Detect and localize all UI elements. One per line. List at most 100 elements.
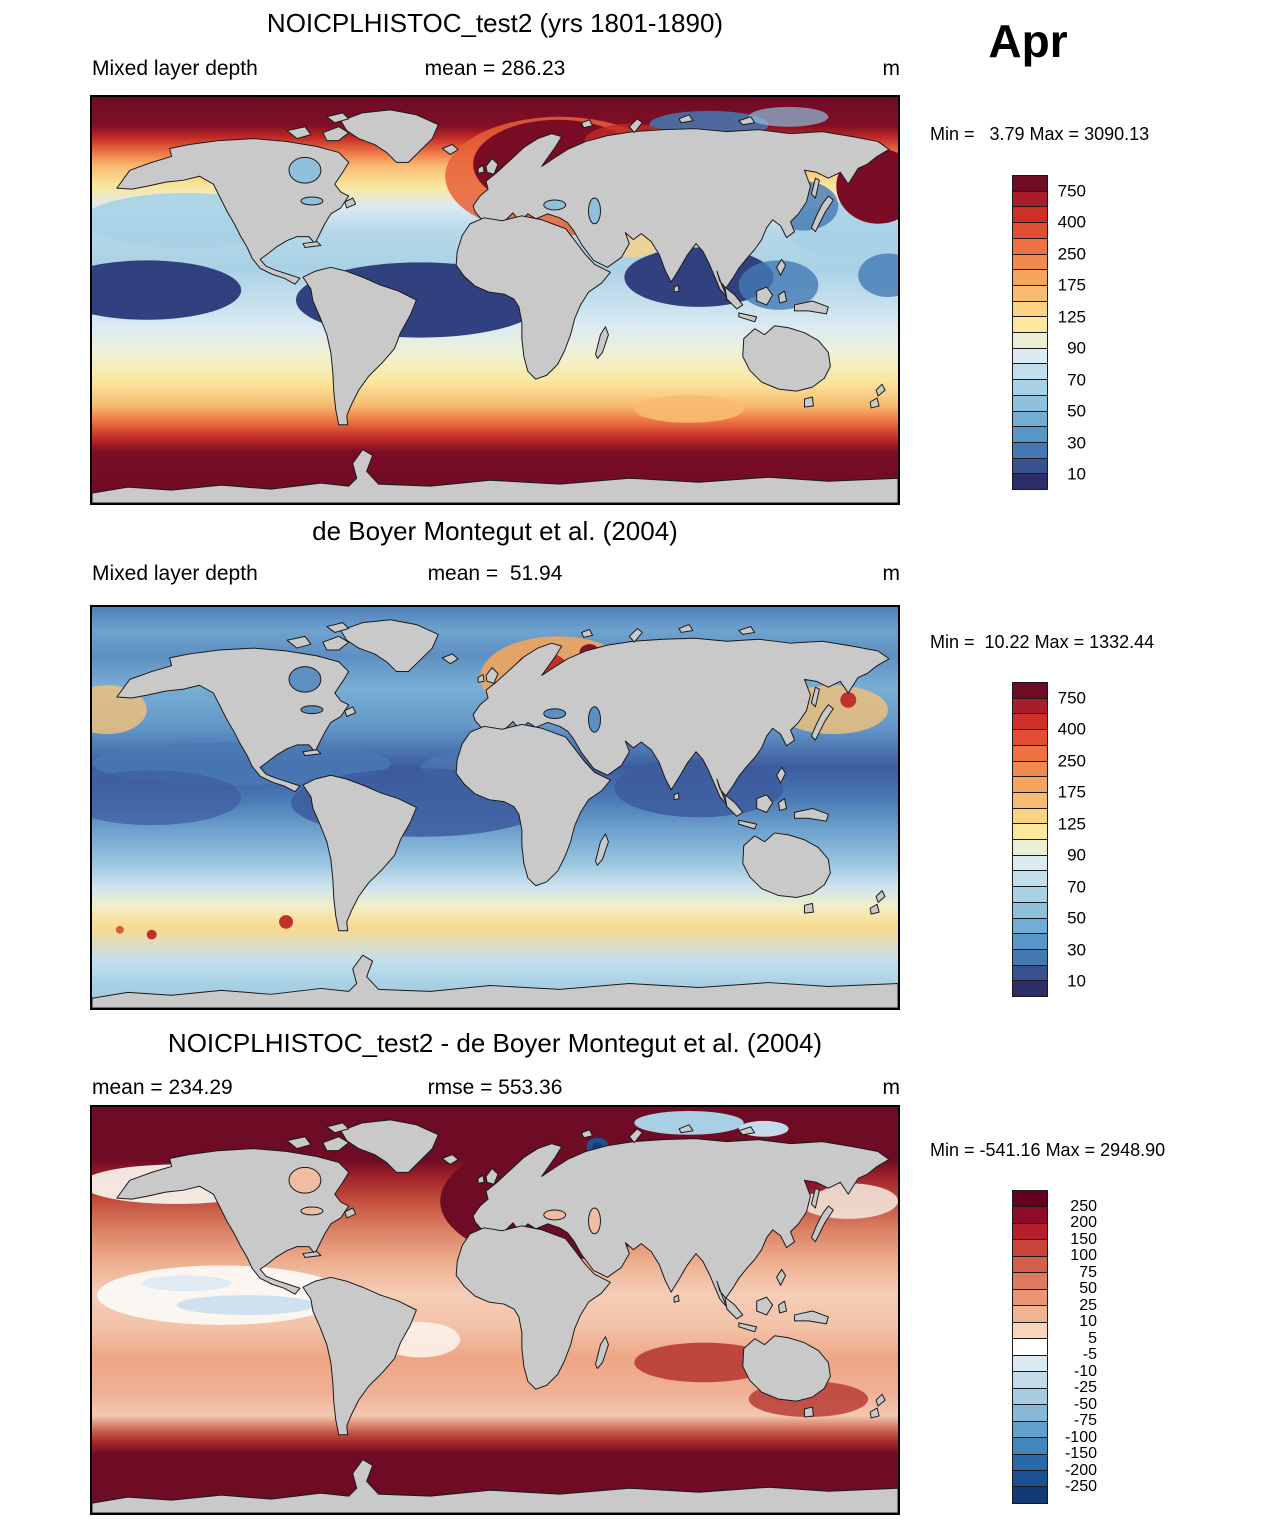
colorbar-segment xyxy=(1013,317,1047,334)
colorbar-tick-label: 750 xyxy=(1057,688,1086,708)
colorbar-segment xyxy=(1013,1470,1047,1488)
panel3-units: m xyxy=(882,1076,901,1099)
colorbar-difference-bar xyxy=(1012,1190,1048,1504)
colorbar-segment xyxy=(1013,1256,1047,1274)
colorbar-segment xyxy=(1013,364,1047,381)
colorbar-segment xyxy=(1013,698,1047,715)
colorbar-segment xyxy=(1013,981,1047,997)
panel1-title: NOICPLHISTOC_test2 (yrs 1801-1890) xyxy=(266,8,724,38)
colorbar-segment xyxy=(1013,855,1047,872)
colorbar-tick-label: 10 xyxy=(1067,464,1086,484)
colorbar-segment xyxy=(1013,714,1047,731)
colorbar-segment xyxy=(1013,777,1047,793)
colorbar-segment xyxy=(1013,1372,1047,1389)
colorbar-tick-label: 250 xyxy=(1057,244,1086,264)
colorbar-segment xyxy=(1013,902,1047,919)
panel2-units: m xyxy=(882,562,901,585)
colorbar-tick-label: 400 xyxy=(1057,719,1086,739)
map-observations xyxy=(90,605,900,1010)
colorbar-segment xyxy=(1013,965,1047,982)
panel2-minmax: Min = 10.22 Max = 1332.44 xyxy=(930,632,1155,652)
panel3-title: NOICPLHISTOC_test2 - de Boyer Montegut e… xyxy=(167,1028,823,1058)
colorbar-difference: 250 200 150 100 75 50 25 10 5 -5 -10 -25 -50 -75 -100-… xyxy=(1012,1190,1097,1504)
colorbar-segment xyxy=(1013,934,1047,950)
panel2-mean: mean = 51.94 xyxy=(427,562,563,585)
panel3-minmax: Min = -541.16 Max = 2948.90 xyxy=(930,1140,1166,1160)
colorbar-segment xyxy=(1013,270,1047,286)
colorbar-segment xyxy=(1013,730,1047,746)
colorbar-segment xyxy=(1013,411,1047,428)
colorbar-segment xyxy=(1013,840,1047,856)
colorbar-model: 750 400 250 175 125 90 70 50 30 10 xyxy=(1012,175,1086,490)
map-model xyxy=(90,95,900,505)
colorbar-segment xyxy=(1013,1438,1047,1455)
colorbar-model-bar xyxy=(1012,175,1048,490)
colorbar-tick-label: -50 xyxy=(1073,1395,1097,1413)
colorbar-segment xyxy=(1013,207,1047,224)
colorbar-segment xyxy=(1013,427,1047,443)
colorbar-tick-label: 30 xyxy=(1067,433,1086,453)
colorbar-observations-bar xyxy=(1012,682,1048,997)
colorbar-segment xyxy=(1013,1388,1047,1406)
world-map-model-svg xyxy=(92,97,898,503)
colorbar-tick-label: 125 xyxy=(1057,814,1086,834)
colorbar-tick-label: 50 xyxy=(1067,401,1086,421)
world-map-difference-svg xyxy=(92,1107,898,1513)
colorbar-tick-label: 30 xyxy=(1067,940,1086,960)
colorbar-segment xyxy=(1013,474,1047,490)
colorbar-tick-label: 10 xyxy=(1067,971,1086,991)
colorbar-segment xyxy=(1013,1339,1047,1356)
colorbar-segment xyxy=(1013,348,1047,365)
colorbar-observations-labels: 750 400 250 175 125 90 70 50 30 10 xyxy=(1056,682,1086,997)
colorbar-tick-label: -250 xyxy=(1064,1478,1097,1496)
colorbar-tick-label: -5 xyxy=(1082,1346,1097,1364)
colorbar-tick-label: 100 xyxy=(1070,1247,1097,1265)
colorbar-segment xyxy=(1013,191,1047,208)
colorbar-segment xyxy=(1013,458,1047,475)
colorbar-segment xyxy=(1013,1289,1047,1307)
colorbar-segment xyxy=(1013,918,1047,935)
colorbar-segment xyxy=(1013,1240,1047,1257)
colorbar-segment xyxy=(1013,1306,1047,1323)
colorbar-segment xyxy=(1013,238,1047,255)
colorbar-segment xyxy=(1013,254,1047,271)
panel1-units: m xyxy=(882,57,901,80)
colorbar-segment xyxy=(1013,1273,1047,1290)
colorbar-tick-label: 175 xyxy=(1057,275,1086,295)
colorbar-tick-label: -150 xyxy=(1064,1445,1097,1463)
colorbar-segment xyxy=(1013,1207,1047,1224)
colorbar-segment xyxy=(1013,395,1047,412)
colorbar-segment xyxy=(1013,1421,1047,1439)
panel1-minmax: Min = 3.79 Max = 3090.13 xyxy=(930,124,1150,144)
world-map-observations-svg xyxy=(92,607,898,1008)
colorbar-tick-label: 750 xyxy=(1057,181,1086,201)
colorbar-segment xyxy=(1013,380,1047,396)
colorbar-segment xyxy=(1013,285,1047,302)
colorbar-tick-label: 5 xyxy=(1088,1329,1097,1347)
colorbar-segment xyxy=(1013,301,1047,318)
colorbar-tick-label: 10 xyxy=(1079,1313,1097,1331)
colorbar-segment xyxy=(1013,745,1047,762)
colorbar-segment xyxy=(1013,1191,1047,1208)
colorbar-segment xyxy=(1013,1355,1047,1373)
colorbar-tick-label: 50 xyxy=(1079,1280,1097,1298)
panel1-mean: mean = 286.23 xyxy=(424,57,566,80)
colorbar-segment xyxy=(1013,1454,1047,1471)
colorbar-observations: 750 400 250 175 125 90 70 50 30 10 xyxy=(1012,682,1086,997)
colorbar-tick-label: -10 xyxy=(1073,1362,1097,1380)
colorbar-tick-label: 50 xyxy=(1067,908,1086,928)
colorbar-tick-label: 175 xyxy=(1057,782,1086,802)
colorbar-segment xyxy=(1013,792,1047,809)
colorbar-tick-label: 150 xyxy=(1070,1230,1097,1248)
colorbar-segment xyxy=(1013,871,1047,888)
colorbar-tick-label: 400 xyxy=(1057,212,1086,232)
colorbar-tick-label: 125 xyxy=(1057,307,1086,327)
colorbar-segment xyxy=(1013,683,1047,699)
colorbar-tick-label: 250 xyxy=(1057,751,1086,771)
colorbar-segment xyxy=(1013,1322,1047,1340)
colorbar-tick-label: 90 xyxy=(1067,845,1086,865)
colorbar-tick-label: -25 xyxy=(1073,1379,1097,1397)
colorbar-tick-label: 250 xyxy=(1070,1197,1097,1215)
colorbar-segment xyxy=(1013,333,1047,349)
